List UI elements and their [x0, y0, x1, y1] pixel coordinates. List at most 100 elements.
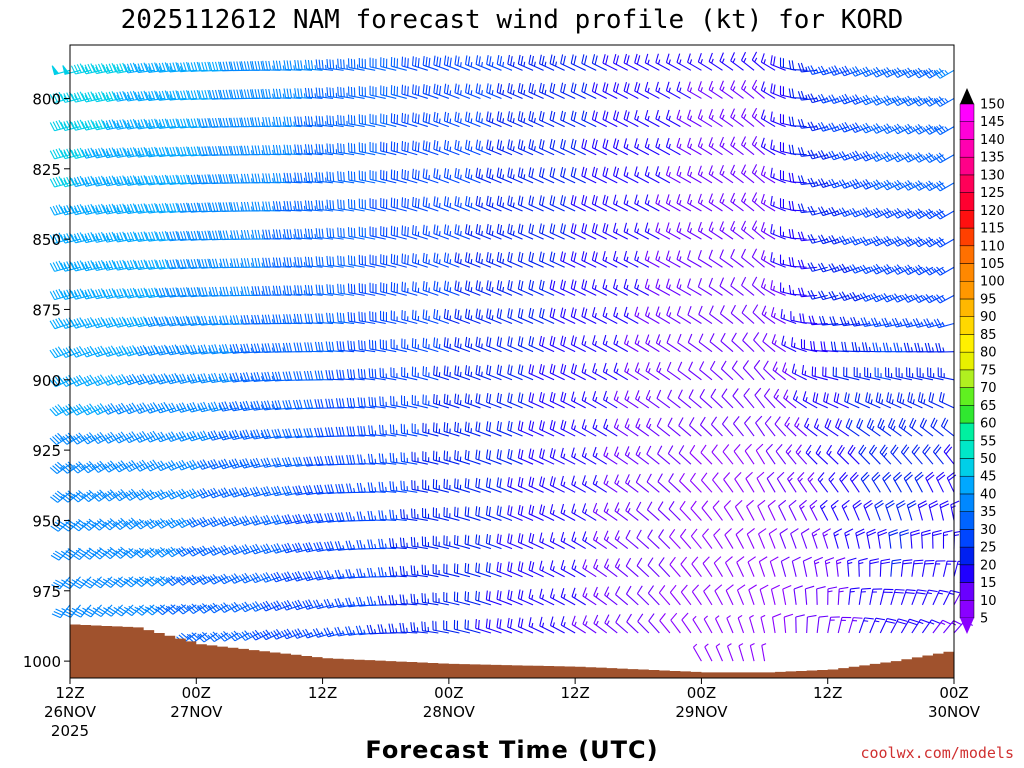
wind-barb — [240, 343, 260, 354]
wind-barb — [337, 227, 355, 240]
wind-barb — [60, 232, 81, 244]
wind-barb — [49, 232, 71, 244]
wind-barb — [228, 458, 250, 469]
wind-barb — [304, 115, 323, 128]
wind-barb — [270, 600, 292, 612]
x-tick-label: 29NOV — [675, 703, 728, 721]
colorbar-swatch — [959, 156, 975, 176]
wind-barbs — [49, 51, 973, 662]
wind-barb — [315, 200, 334, 212]
colorbar-label: 25 — [980, 541, 997, 556]
wind-barb — [249, 515, 271, 526]
wind-barb — [281, 571, 302, 582]
colorbar-label: 125 — [980, 186, 1005, 201]
wind-barb — [49, 148, 71, 160]
x-tick-label: 12Z — [55, 684, 84, 702]
wind-barb — [113, 90, 134, 102]
colorbar-swatch — [959, 280, 975, 300]
wind-barb — [49, 119, 71, 132]
wind-barb — [270, 543, 292, 554]
wind-barb — [315, 143, 334, 156]
x-tick-label: 12Z — [308, 684, 337, 702]
colorbar-swatch — [959, 511, 975, 530]
colorbar-swatch — [959, 387, 975, 406]
y-tick-label: 800 — [32, 90, 61, 108]
colorbar-swatch — [959, 493, 975, 512]
x-tick-label: 30NOV — [928, 703, 981, 721]
wind-barb — [281, 542, 302, 554]
wind-barb — [355, 596, 376, 607]
colorbar-swatch — [959, 121, 975, 140]
colorbar-label: 45 — [980, 470, 997, 485]
colorbar-label: 50 — [980, 452, 997, 467]
wind-barb — [123, 147, 144, 158]
colorbar-top-arrow — [960, 88, 974, 104]
wind-barb — [326, 255, 344, 268]
wind-barb — [166, 202, 186, 214]
wind-barb — [155, 373, 176, 385]
wind-barb — [337, 255, 355, 268]
wind-barb — [198, 230, 218, 241]
wind-barb — [176, 344, 197, 356]
credit-link[interactable]: coolwx.com/models — [860, 744, 1014, 762]
wind-barb — [291, 628, 313, 639]
wind-barb — [326, 284, 344, 296]
wind-barb — [186, 402, 207, 413]
wind-barb — [270, 571, 292, 583]
wind-barb — [260, 543, 281, 555]
colorbar-label: 135 — [980, 151, 1005, 166]
wind-barb — [145, 90, 165, 102]
wind-barb — [218, 458, 239, 470]
wind-barb — [304, 284, 323, 296]
wind-barb — [175, 488, 197, 500]
wind-barb — [347, 58, 365, 71]
wind-barb — [270, 514, 292, 525]
wind-barb — [238, 601, 260, 613]
y-tick-label: 850 — [32, 231, 61, 249]
wind-barb — [250, 343, 270, 354]
wind-barb — [314, 370, 334, 381]
wind-barb — [249, 601, 271, 612]
wind-barb — [337, 199, 355, 212]
wind-barb — [334, 569, 355, 580]
wind-barb — [272, 257, 292, 268]
wind-barb — [144, 316, 165, 328]
wind-barb — [166, 62, 186, 73]
wind-barb — [134, 287, 155, 299]
wind-barb — [336, 340, 355, 353]
wind-barb — [92, 91, 113, 103]
wind-barb — [177, 118, 197, 129]
wind-barb — [165, 488, 186, 500]
colorbar-label: 20 — [980, 558, 997, 573]
wind-barb — [347, 114, 365, 128]
colorbar-label: 65 — [980, 399, 997, 414]
colorbar-swatch — [959, 192, 975, 211]
colorbar-swatch — [959, 475, 975, 495]
wind-barb — [70, 232, 92, 244]
wind-barb — [337, 114, 355, 128]
colorbar-swatch — [959, 458, 975, 477]
wind-barb — [165, 344, 186, 356]
wind-barb — [270, 629, 292, 640]
wind-barb — [81, 317, 102, 329]
wind-barb — [240, 201, 260, 212]
wind-barb — [219, 202, 239, 213]
wind-barb — [144, 576, 166, 587]
wind-barb — [293, 313, 313, 325]
wind-barb — [218, 429, 239, 441]
wind-barb — [81, 232, 102, 244]
wind-barb — [291, 571, 313, 582]
wind-barb — [347, 311, 365, 325]
colorbar-label: 105 — [980, 257, 1005, 272]
wind-barb — [294, 200, 313, 212]
colorbar-label: 145 — [980, 115, 1005, 130]
wind-barb — [154, 489, 176, 500]
wind-barb — [155, 315, 176, 327]
colorbar-swatch — [959, 174, 975, 193]
colorbar: 5 10 15 20 25 30 35 40 45 50 55 60 65 70 75 80 85 90 95 100… — [959, 88, 1005, 634]
x-tick-label: 00Z — [434, 684, 463, 702]
wind-barb — [239, 458, 260, 469]
wind-barb — [315, 87, 334, 100]
wind-barb — [228, 630, 250, 642]
wind-barb — [314, 341, 334, 353]
